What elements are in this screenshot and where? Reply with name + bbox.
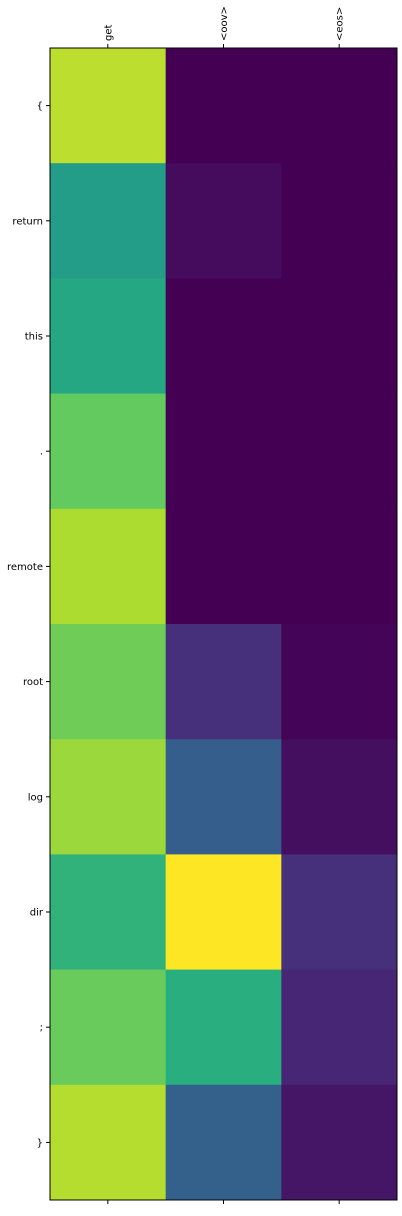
heatmap-cell <box>281 739 398 855</box>
heatmap-cell <box>281 393 398 510</box>
plot-frame <box>49 47 398 1201</box>
heatmap-cell <box>281 969 398 1086</box>
heatmap-cell <box>50 1084 167 1201</box>
heatmap-cell <box>165 739 282 855</box>
heatmap-cell <box>281 854 398 971</box>
heatmap-cell <box>165 393 282 510</box>
heatmap-cell <box>281 48 398 164</box>
y-tick-label: return <box>12 216 43 227</box>
heatmap-cell <box>50 393 167 510</box>
y-tick-label: log <box>28 792 43 803</box>
heatmap-cell <box>50 624 167 740</box>
y-tick-label: remote <box>7 562 43 573</box>
heatmap-cell <box>50 739 167 855</box>
y-tick-label: . <box>40 447 43 458</box>
heatmap-cells <box>50 48 398 1201</box>
heatmap-cell <box>50 278 167 395</box>
y-tick-label: dir <box>30 908 44 919</box>
heatmap-cell <box>281 278 398 395</box>
heatmap-cell <box>281 1084 398 1201</box>
heatmap-cell <box>50 508 167 625</box>
x-tick-label: <eos> <box>335 7 346 41</box>
heatmap-cell <box>165 624 282 740</box>
x-tick-label: <oov> <box>219 6 230 41</box>
heatmap-cell <box>281 163 398 279</box>
heatmap-cell <box>165 48 282 164</box>
heatmap-cell <box>50 163 167 279</box>
y-axis-ticks: { return this. remote root log dir;} <box>7 101 50 1149</box>
x-axis-ticks: get <oov> <eos> <box>103 6 346 1204</box>
y-tick-label: ; <box>40 1023 43 1034</box>
y-tick-label: this <box>25 332 43 343</box>
y-tick-label: } <box>37 1138 43 1149</box>
heatmap-cell <box>165 163 282 279</box>
heatmap-cell <box>165 508 282 625</box>
heatmap-cell <box>281 624 398 740</box>
heatmap-cell <box>165 969 282 1086</box>
heatmap-cell <box>165 854 282 971</box>
heatmap-cell <box>165 278 282 395</box>
y-tick-label: root <box>23 677 43 688</box>
heatmap-cell <box>165 1084 282 1201</box>
heatmap-cell <box>50 969 167 1086</box>
x-tick-label: get <box>103 25 114 42</box>
heatmap-cell <box>50 48 167 164</box>
heatmap-cell <box>50 854 167 971</box>
y-tick-label: { <box>37 101 43 112</box>
heatmap-cell <box>281 508 398 625</box>
